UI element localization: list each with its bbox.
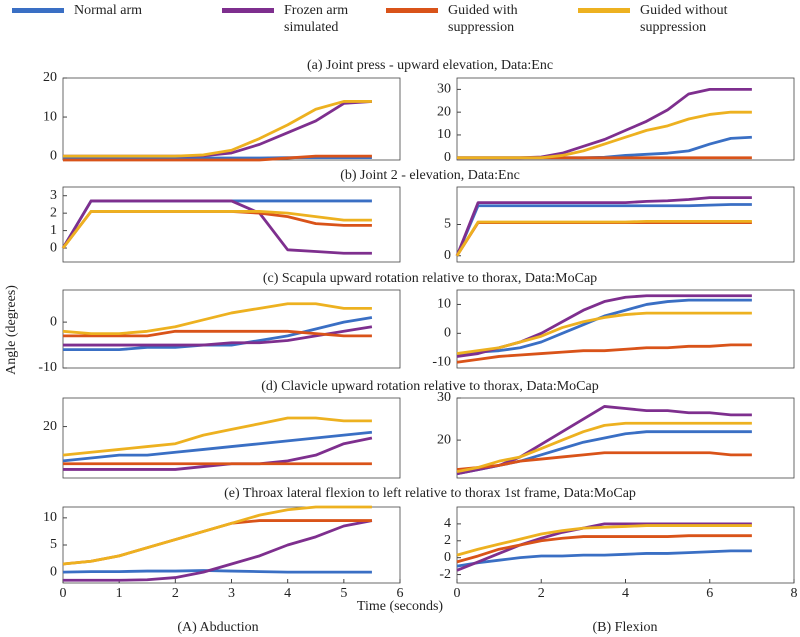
series-line xyxy=(456,311,752,355)
plot-frame xyxy=(62,77,401,161)
y-tick-label: 20 xyxy=(437,432,451,447)
y-tick-label: 1 xyxy=(50,223,57,238)
plot-frame xyxy=(456,397,795,479)
row-title: (c) Scapula upward rotation relative to … xyxy=(263,271,597,286)
y-tick-label: 0 xyxy=(444,326,451,341)
series-line xyxy=(456,524,752,557)
column-label: (B) Flexion xyxy=(593,620,658,635)
series-line xyxy=(63,100,373,158)
series-line xyxy=(456,451,752,471)
plot-frame xyxy=(456,77,795,161)
y-tick-label: 0 xyxy=(50,564,57,579)
y-tick-label: 10 xyxy=(43,109,57,124)
plot-frame xyxy=(62,397,401,479)
series-line xyxy=(456,421,752,474)
y-tick-label: 20 xyxy=(43,419,57,434)
x-tick-label: 6 xyxy=(397,586,404,601)
y-tick-label: 4 xyxy=(444,516,451,531)
series-line xyxy=(63,519,373,582)
series-line xyxy=(456,298,752,355)
x-tick-label: 0 xyxy=(60,586,67,601)
series-line xyxy=(61,199,372,255)
series-line xyxy=(62,416,372,457)
row-title: (a) Joint press - upward elevation, Data… xyxy=(307,58,553,73)
y-tick-label: 0 xyxy=(444,550,451,565)
x-tick-label: 1 xyxy=(116,586,123,601)
series-line xyxy=(62,569,372,574)
column-label: (A) Abduction xyxy=(177,620,258,635)
series-line xyxy=(61,210,372,249)
legend-label: Guided without suppression xyxy=(640,3,728,35)
legend-label: Guided with suppression xyxy=(448,3,518,35)
x-tick-label: 5 xyxy=(340,586,347,601)
legend-swatch xyxy=(222,8,274,13)
row-title: (e) Throax lateral flexion to left relat… xyxy=(224,486,636,501)
y-tick-label: 0 xyxy=(50,148,57,163)
series-line xyxy=(63,329,372,338)
series-line xyxy=(62,302,372,335)
plot-frame xyxy=(456,506,795,584)
y-tick-label: 20 xyxy=(437,104,451,119)
series-line xyxy=(456,522,752,572)
legend-swatch xyxy=(12,8,64,13)
y-tick-label: 2 xyxy=(50,205,57,220)
series-line xyxy=(457,87,752,160)
legend-swatch xyxy=(578,8,630,13)
x-axis-label: Time (seconds) xyxy=(357,599,444,614)
series-line xyxy=(62,505,372,566)
plot-frame xyxy=(456,289,795,369)
y-tick-label: 5 xyxy=(444,217,451,232)
legend-item: Frozen arm simulated xyxy=(222,2,394,36)
x-tick-label: 8 xyxy=(791,586,798,601)
series-line xyxy=(62,430,373,463)
y-tick-label: 5 xyxy=(50,537,57,552)
y-axis-label: Angle (degrees) xyxy=(4,285,19,375)
y-tick-label: 0 xyxy=(444,248,451,263)
plot-frame xyxy=(62,289,401,369)
y-tick-label: 0 xyxy=(444,150,451,165)
y-tick-label: -2 xyxy=(439,567,451,582)
series-line xyxy=(456,534,752,564)
row-title: (b) Joint 2 - elevation, Data:Enc xyxy=(340,168,520,183)
y-tick-label: 2 xyxy=(444,533,451,548)
y-tick-label: 20 xyxy=(43,70,57,85)
series-line xyxy=(455,196,752,257)
x-tick-label: 0 xyxy=(454,586,461,601)
series-line xyxy=(63,100,372,158)
plot-frame xyxy=(62,186,401,263)
x-tick-label: 2 xyxy=(538,586,545,601)
legend-label: Frozen arm simulated xyxy=(284,3,349,35)
legend-item: Guided without suppression xyxy=(578,2,790,36)
x-tick-label: 2 xyxy=(172,586,179,601)
series-line xyxy=(63,154,372,162)
x-tick-label: 4 xyxy=(284,586,291,601)
series-line xyxy=(457,110,752,160)
y-tick-label: -10 xyxy=(432,354,451,369)
x-tick-label: 3 xyxy=(228,586,235,601)
legend-item: Guided with suppression xyxy=(386,2,578,36)
y-tick-label: 30 xyxy=(437,390,451,405)
legend-item: Normal arm xyxy=(12,2,204,19)
y-tick-label: 0 xyxy=(50,314,57,329)
series-line xyxy=(456,549,752,568)
y-tick-label: 10 xyxy=(43,510,57,525)
series-line xyxy=(455,219,752,257)
series-line xyxy=(455,221,752,257)
legend-swatch xyxy=(386,8,438,13)
row-title: (d) Clavicle upward rotation relative to… xyxy=(261,379,598,394)
y-tick-label: 30 xyxy=(437,82,451,97)
series-line xyxy=(63,436,373,471)
y-tick-label: 3 xyxy=(50,188,57,203)
x-tick-label: 4 xyxy=(622,586,629,601)
y-tick-label: 10 xyxy=(437,127,451,142)
y-tick-label: 10 xyxy=(437,297,451,312)
x-tick-label: 6 xyxy=(706,586,713,601)
legend-label: Normal arm xyxy=(74,3,143,18)
y-tick-label: -10 xyxy=(38,360,57,375)
y-tick-label: 0 xyxy=(50,240,57,255)
series-line xyxy=(456,343,752,364)
series-line xyxy=(455,203,752,257)
